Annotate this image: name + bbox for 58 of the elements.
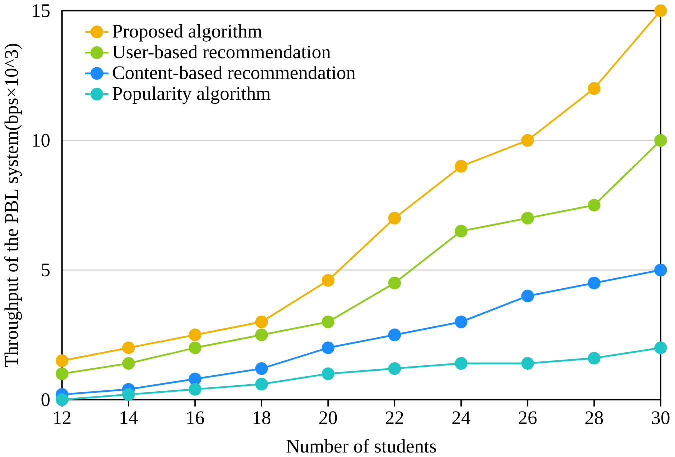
legend-label: User-based recommendation bbox=[112, 44, 331, 58]
y-axis-title: Throughput of the PBL system(bps×10^3) bbox=[4, 44, 22, 368]
point bbox=[56, 367, 69, 380]
point bbox=[588, 276, 601, 290]
point bbox=[522, 134, 534, 147]
legend-label: Proposed algorithm bbox=[112, 24, 262, 42]
point bbox=[188, 372, 202, 386]
point bbox=[322, 316, 335, 328]
x-tick-label: 12 bbox=[54, 411, 71, 424]
y-tick-label: 15 bbox=[33, 4, 50, 18]
point bbox=[255, 328, 268, 342]
point bbox=[322, 367, 335, 380]
point bbox=[654, 134, 668, 147]
point bbox=[588, 198, 601, 212]
point bbox=[188, 328, 202, 342]
x-tick-label: 14 bbox=[120, 411, 138, 424]
point bbox=[654, 4, 668, 18]
point bbox=[255, 316, 268, 328]
point bbox=[388, 328, 402, 342]
point bbox=[654, 341, 668, 354]
point bbox=[588, 82, 601, 95]
x-tick-label: 26 bbox=[519, 411, 537, 424]
point bbox=[455, 316, 468, 328]
x-tick-label: 20 bbox=[320, 411, 338, 424]
point bbox=[388, 362, 402, 375]
point bbox=[122, 388, 136, 401]
point bbox=[522, 357, 534, 370]
point bbox=[522, 290, 534, 302]
point bbox=[388, 276, 402, 290]
point bbox=[255, 362, 268, 375]
point bbox=[188, 382, 202, 396]
point bbox=[522, 212, 534, 225]
x-tick-label: 22 bbox=[386, 411, 404, 424]
x-tick-label: 18 bbox=[254, 411, 271, 424]
point bbox=[322, 341, 335, 354]
point bbox=[188, 341, 202, 354]
y-tick-label: 0 bbox=[42, 393, 50, 406]
x-tick-label: 30 bbox=[652, 411, 670, 424]
y-tick-label: 5 bbox=[42, 264, 50, 276]
point bbox=[122, 357, 136, 370]
point bbox=[56, 393, 69, 406]
point bbox=[654, 264, 668, 276]
point bbox=[322, 274, 335, 287]
point bbox=[388, 212, 402, 225]
x-tick-label: 28 bbox=[586, 411, 604, 424]
x-tick-label: 24 bbox=[452, 411, 471, 424]
point bbox=[56, 354, 69, 368]
x-tick-label: 16 bbox=[187, 411, 204, 424]
point bbox=[455, 160, 468, 173]
point bbox=[588, 352, 601, 365]
point bbox=[455, 357, 468, 370]
point bbox=[122, 341, 136, 354]
x-axis-title: Number of students bbox=[286, 439, 436, 453]
point bbox=[255, 378, 268, 390]
legend-label: Popularity algorithm bbox=[112, 86, 271, 104]
point bbox=[455, 224, 468, 238]
y-tick-label: 10 bbox=[33, 134, 50, 147]
legend-label: Content-based recommendation bbox=[113, 66, 356, 80]
